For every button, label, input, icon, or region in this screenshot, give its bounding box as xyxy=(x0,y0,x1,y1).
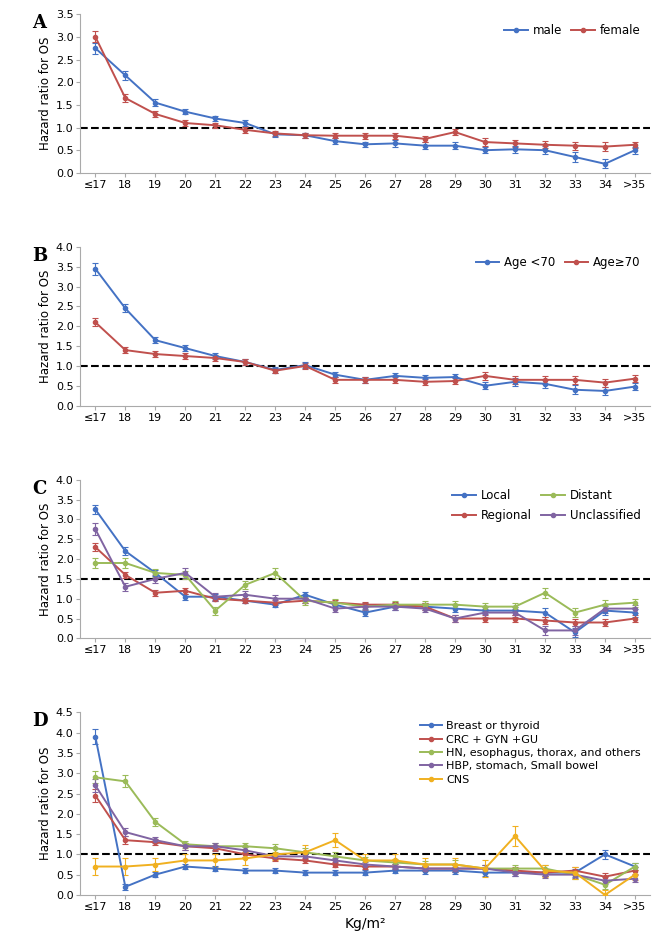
Text: D: D xyxy=(32,712,48,730)
Y-axis label: Hazard ratio for OS: Hazard ratio for OS xyxy=(39,502,52,616)
X-axis label: Kg/m²: Kg/m² xyxy=(344,918,386,932)
Y-axis label: Hazard ratio for OS: Hazard ratio for OS xyxy=(39,270,52,383)
Text: A: A xyxy=(32,14,46,32)
Y-axis label: Hazard ratio for OS: Hazard ratio for OS xyxy=(39,37,52,151)
Y-axis label: Hazard ratio for OS: Hazard ratio for OS xyxy=(39,747,52,861)
Legend: male, female: male, female xyxy=(500,20,644,40)
Legend: Age <70, Age≥70: Age <70, Age≥70 xyxy=(472,253,644,273)
Text: C: C xyxy=(32,480,46,498)
Legend: Breast or thyroid, CRC + GYN +GU, HN, esophagus, thorax, and others, HBP, stomac: Breast or thyroid, CRC + GYN +GU, HN, es… xyxy=(416,718,645,788)
Legend: Local, Regional, Distant, Unclassified: Local, Regional, Distant, Unclassified xyxy=(449,486,644,526)
Text: B: B xyxy=(32,247,48,265)
